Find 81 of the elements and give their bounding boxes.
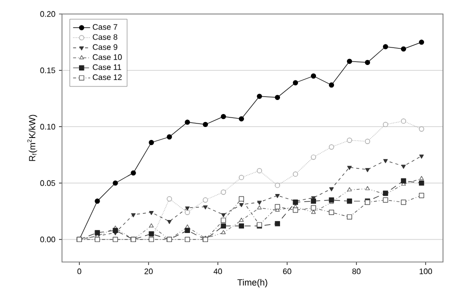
point — [275, 194, 280, 198]
point — [239, 218, 244, 222]
point — [149, 210, 154, 215]
point — [382, 122, 388, 128]
point — [292, 208, 298, 213]
point — [328, 197, 334, 203]
point — [94, 230, 100, 236]
point — [292, 171, 298, 177]
point — [238, 116, 244, 122]
point — [202, 122, 208, 128]
point — [310, 198, 316, 204]
point — [401, 164, 406, 169]
point — [185, 206, 190, 210]
point — [148, 231, 154, 236]
point — [166, 196, 172, 202]
point — [221, 213, 226, 218]
point — [400, 178, 406, 184]
point — [418, 192, 424, 198]
point — [418, 40, 424, 45]
point — [274, 94, 280, 100]
point — [400, 118, 406, 124]
point — [328, 144, 334, 150]
point — [310, 205, 316, 210]
point — [220, 190, 226, 195]
point — [257, 205, 262, 210]
point — [419, 176, 424, 180]
point — [239, 203, 244, 208]
point — [274, 204, 280, 210]
point — [238, 223, 244, 229]
y-axis-title: R$_{f}$(m$^{2}$K/kW) — [27, 114, 38, 161]
point — [257, 200, 262, 205]
point — [131, 213, 136, 218]
point — [112, 228, 118, 234]
point — [238, 196, 244, 202]
point — [365, 186, 370, 190]
point — [346, 138, 352, 143]
point — [167, 220, 172, 224]
point — [112, 180, 118, 186]
point — [310, 154, 316, 160]
x-axis-title: Time(h) — [237, 278, 268, 288]
point — [328, 82, 334, 88]
point — [203, 205, 208, 210]
point — [347, 187, 352, 192]
point — [400, 200, 406, 205]
point — [184, 228, 190, 234]
point — [220, 114, 226, 120]
point — [130, 170, 136, 176]
point — [220, 218, 226, 223]
point — [310, 73, 316, 79]
point — [256, 168, 262, 174]
point — [364, 138, 370, 144]
point — [274, 221, 280, 226]
point — [418, 180, 424, 186]
point — [418, 126, 424, 132]
point — [184, 120, 190, 125]
point — [238, 174, 244, 180]
point — [365, 168, 370, 172]
point — [400, 46, 406, 52]
point — [383, 159, 388, 164]
point — [184, 210, 190, 215]
point — [94, 198, 100, 204]
point — [382, 197, 388, 203]
point — [364, 60, 370, 66]
point — [329, 187, 334, 192]
point — [220, 223, 226, 229]
point — [202, 197, 208, 203]
point — [292, 80, 298, 86]
point — [148, 140, 154, 146]
point — [184, 236, 190, 242]
point — [149, 223, 154, 228]
point — [419, 154, 424, 159]
point — [346, 58, 352, 64]
point — [346, 198, 352, 204]
point — [166, 134, 172, 140]
point — [347, 166, 352, 170]
point — [382, 44, 388, 50]
point — [221, 230, 226, 234]
point — [346, 214, 352, 220]
point — [328, 210, 334, 215]
point — [274, 182, 280, 188]
point — [256, 94, 262, 99]
